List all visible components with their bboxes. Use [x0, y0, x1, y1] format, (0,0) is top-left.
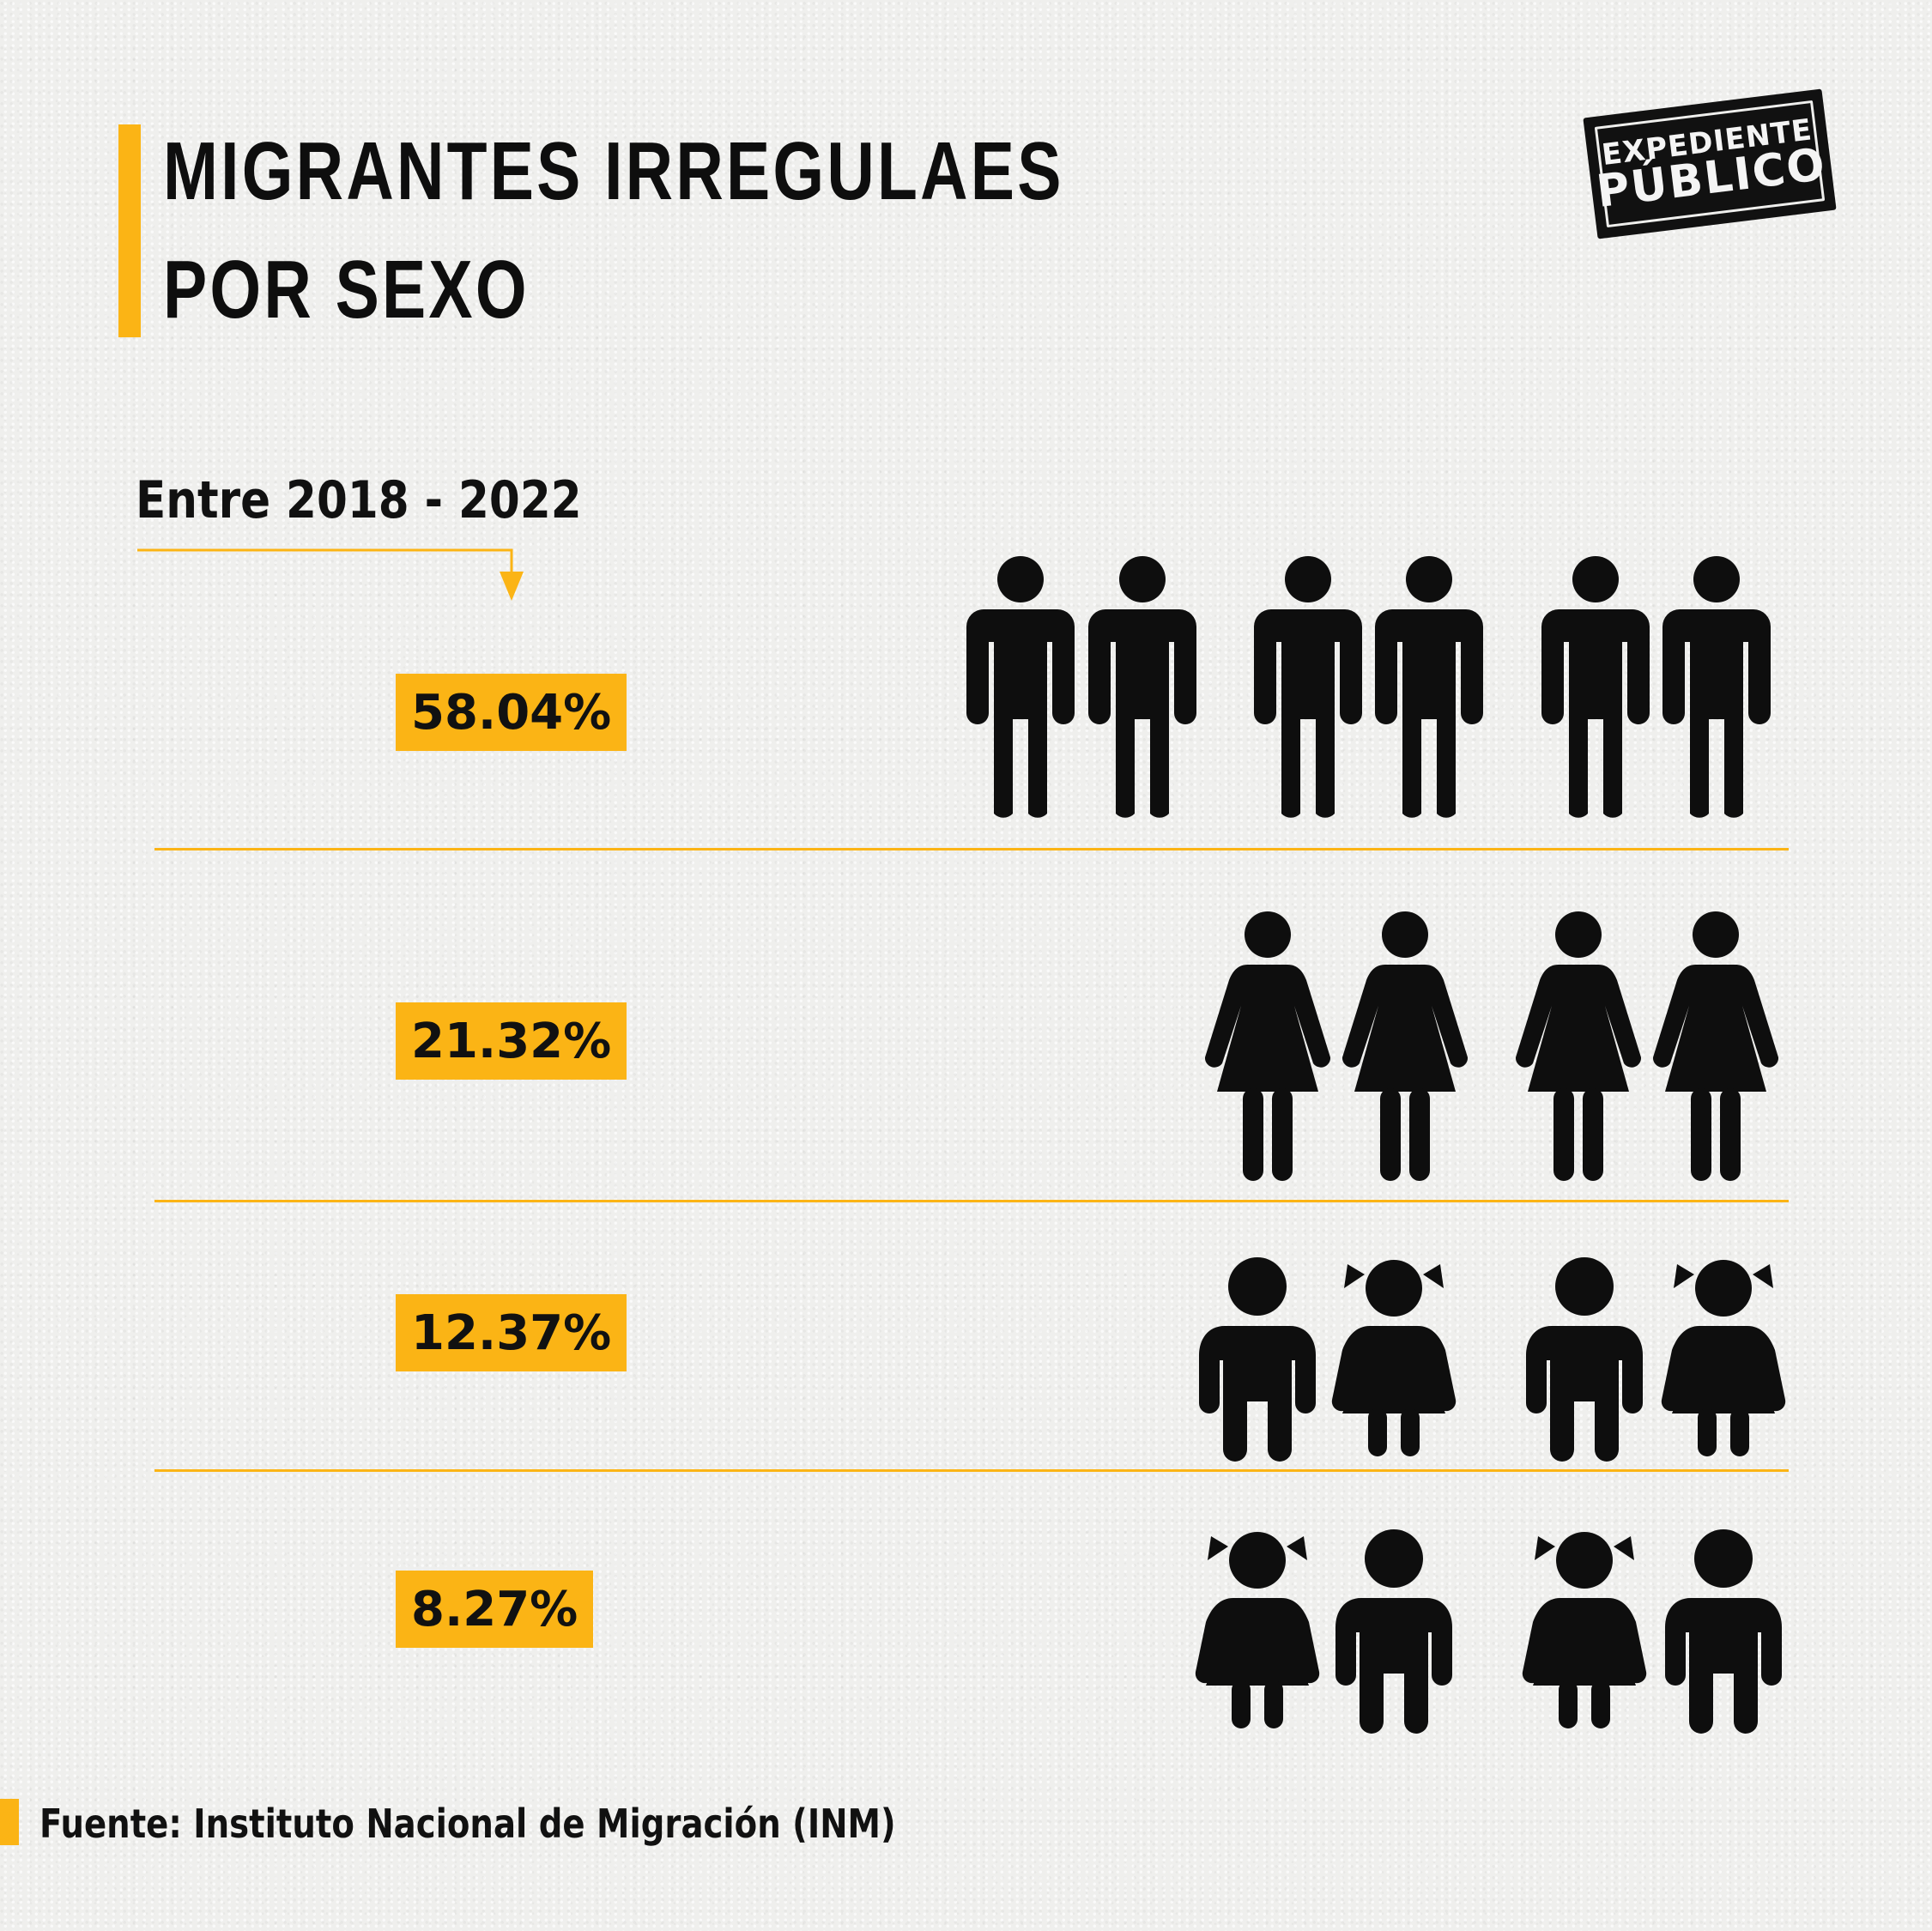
boy-icon: [1199, 1257, 1316, 1462]
woman-icon: [1341, 911, 1469, 1181]
man-icon: [1088, 556, 1196, 818]
chart-title-line-2: POR SEXO: [163, 244, 530, 336]
girl-icon: [1195, 1532, 1320, 1728]
row-separator: [154, 1469, 1789, 1472]
source-note: Fuente: Instituto Nacional de Migración …: [39, 1801, 896, 1847]
man-icon: [966, 556, 1075, 818]
boy-icon: [1665, 1529, 1782, 1734]
girl-icon: [1661, 1260, 1786, 1456]
boy-icon: [1526, 1257, 1643, 1462]
man-icon: [1541, 556, 1650, 818]
woman-icon: [1204, 911, 1331, 1181]
man-icon: [1375, 556, 1483, 818]
row-separator: [154, 848, 1789, 850]
man-icon: [1254, 556, 1362, 818]
title-accent-bar: [118, 124, 141, 337]
woman-icon: [1652, 911, 1779, 1181]
source-accent-bar: [0, 1799, 19, 1845]
chart-title-line-1: MIGRANTES IRREGULAES: [163, 125, 1064, 217]
man-icon: [1662, 556, 1771, 818]
chart-subtitle: Entre 2018 - 2022: [136, 470, 582, 530]
row-separator: [154, 1200, 1789, 1202]
girl-icon: [1331, 1260, 1457, 1456]
value-badge-ninos-ninas: 12.37%: [396, 1294, 627, 1371]
girl-icon: [1522, 1532, 1647, 1728]
value-badge-hombres: 58.04%: [396, 674, 627, 751]
boy-icon: [1335, 1529, 1452, 1734]
value-badge-mujeres: 21.32%: [396, 1002, 627, 1080]
value-badge-ninas-ninos: 8.27%: [396, 1571, 594, 1648]
arrow-connector-icon: [137, 548, 524, 601]
woman-icon: [1515, 911, 1642, 1181]
